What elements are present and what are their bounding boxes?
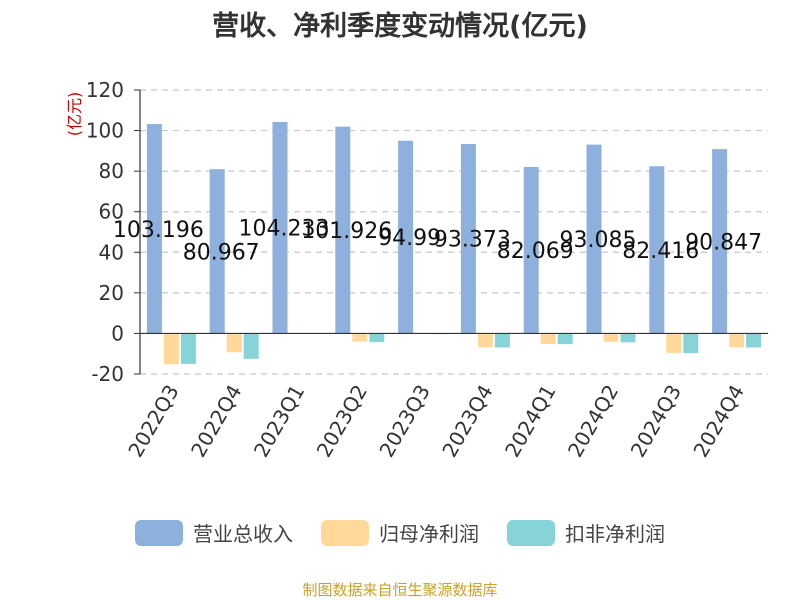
bar-deducted-profit [243, 333, 259, 359]
bar-net-profit [226, 333, 242, 353]
bar-deducted-profit [620, 333, 636, 343]
data-label: 104.233 [239, 217, 330, 242]
bar-revenue [146, 124, 162, 334]
y-tick-label: -20 [91, 362, 124, 386]
y-tick-label: 120 [86, 78, 124, 102]
bar-net-profit [540, 333, 556, 344]
y-axis-label: (亿元) [65, 92, 84, 137]
x-tick-label: 2023Q4 [437, 381, 497, 462]
bar-deducted-profit [746, 333, 762, 348]
bar-revenue [272, 121, 288, 334]
bar-net-profit [352, 333, 368, 342]
bar-net-profit [477, 333, 493, 348]
data-label: 82.416 [622, 239, 699, 264]
y-tick-label: 80 [99, 159, 124, 183]
bar-revenue [335, 126, 351, 334]
bar-deducted-profit [494, 333, 510, 348]
x-tick-label: 2023Q2 [312, 381, 372, 462]
bar-revenue [712, 149, 728, 334]
chart-plot: -20 0 20 40 60 80 100 120(亿元) 2022Q3 2022Q4 2023Q1… [65, 78, 768, 462]
legend-item-net-profit[interactable]: 归母净利润 [321, 518, 479, 547]
y-tick-label: 100 [86, 119, 124, 143]
y-tick-label: 60 [99, 200, 124, 224]
y-tick-label: 0 [111, 321, 124, 345]
data-label: 82.069 [497, 239, 574, 264]
data-label: 94.99 [378, 226, 441, 251]
bar-revenue [586, 144, 602, 334]
legend-label-net-profit: 归母净利润 [379, 522, 479, 546]
bar-net-profit [603, 333, 619, 342]
bar-deducted-profit [683, 333, 699, 354]
bar-revenue [460, 144, 476, 334]
bar-revenue [209, 169, 225, 334]
legend-label-deducted-profit: 扣非净利润 [565, 522, 665, 546]
legend-swatch-revenue [135, 519, 183, 546]
data-label: 90.847 [685, 230, 762, 255]
bar-net-profit [666, 333, 682, 353]
bar-deducted-profit [369, 333, 385, 343]
data-label: 93.085 [560, 228, 637, 253]
chart-legend: 营业总收入 归母净利润 扣非净利润 [0, 518, 800, 547]
bar-net-profit [163, 333, 179, 365]
data-label: 80.967 [183, 240, 260, 265]
bar-revenue [398, 140, 414, 334]
bar-revenue [649, 166, 665, 334]
y-tick-label: 40 [99, 240, 124, 264]
bar-net-profit [729, 333, 745, 348]
x-tick-label: 2024Q4 [688, 381, 748, 462]
y-tick-label: 20 [99, 281, 124, 305]
data-label: 93.373 [434, 228, 511, 253]
legend-swatch-net-profit [321, 519, 369, 546]
legend-item-deducted-profit[interactable]: 扣非净利润 [507, 518, 665, 547]
data-label: 101.926 [301, 219, 392, 244]
legend-swatch-deducted-profit [507, 519, 555, 546]
bar-deducted-profit [557, 333, 573, 345]
x-tick-label: 2024Q2 [563, 381, 623, 462]
legend-item-revenue[interactable]: 营业总收入 [135, 518, 293, 547]
legend-label-revenue: 营业总收入 [193, 522, 293, 546]
source-note: 制图数据来自恒生聚源数据库 [302, 581, 498, 599]
x-tick-label: 2023Q3 [374, 381, 434, 462]
x-tick-label: 2024Q1 [500, 381, 560, 462]
chart-title: 营收、净利季度变动情况(亿元) [212, 11, 588, 42]
x-tick-label: 2024Q3 [626, 381, 686, 462]
x-tick-label: 2022Q3 [123, 381, 183, 462]
bar-deducted-profit [180, 333, 196, 364]
bar-revenue [523, 166, 539, 334]
data-label: 103.196 [113, 218, 204, 243]
x-tick-label: 2023Q1 [249, 381, 309, 462]
x-tick-label: 2022Q4 [186, 381, 246, 462]
